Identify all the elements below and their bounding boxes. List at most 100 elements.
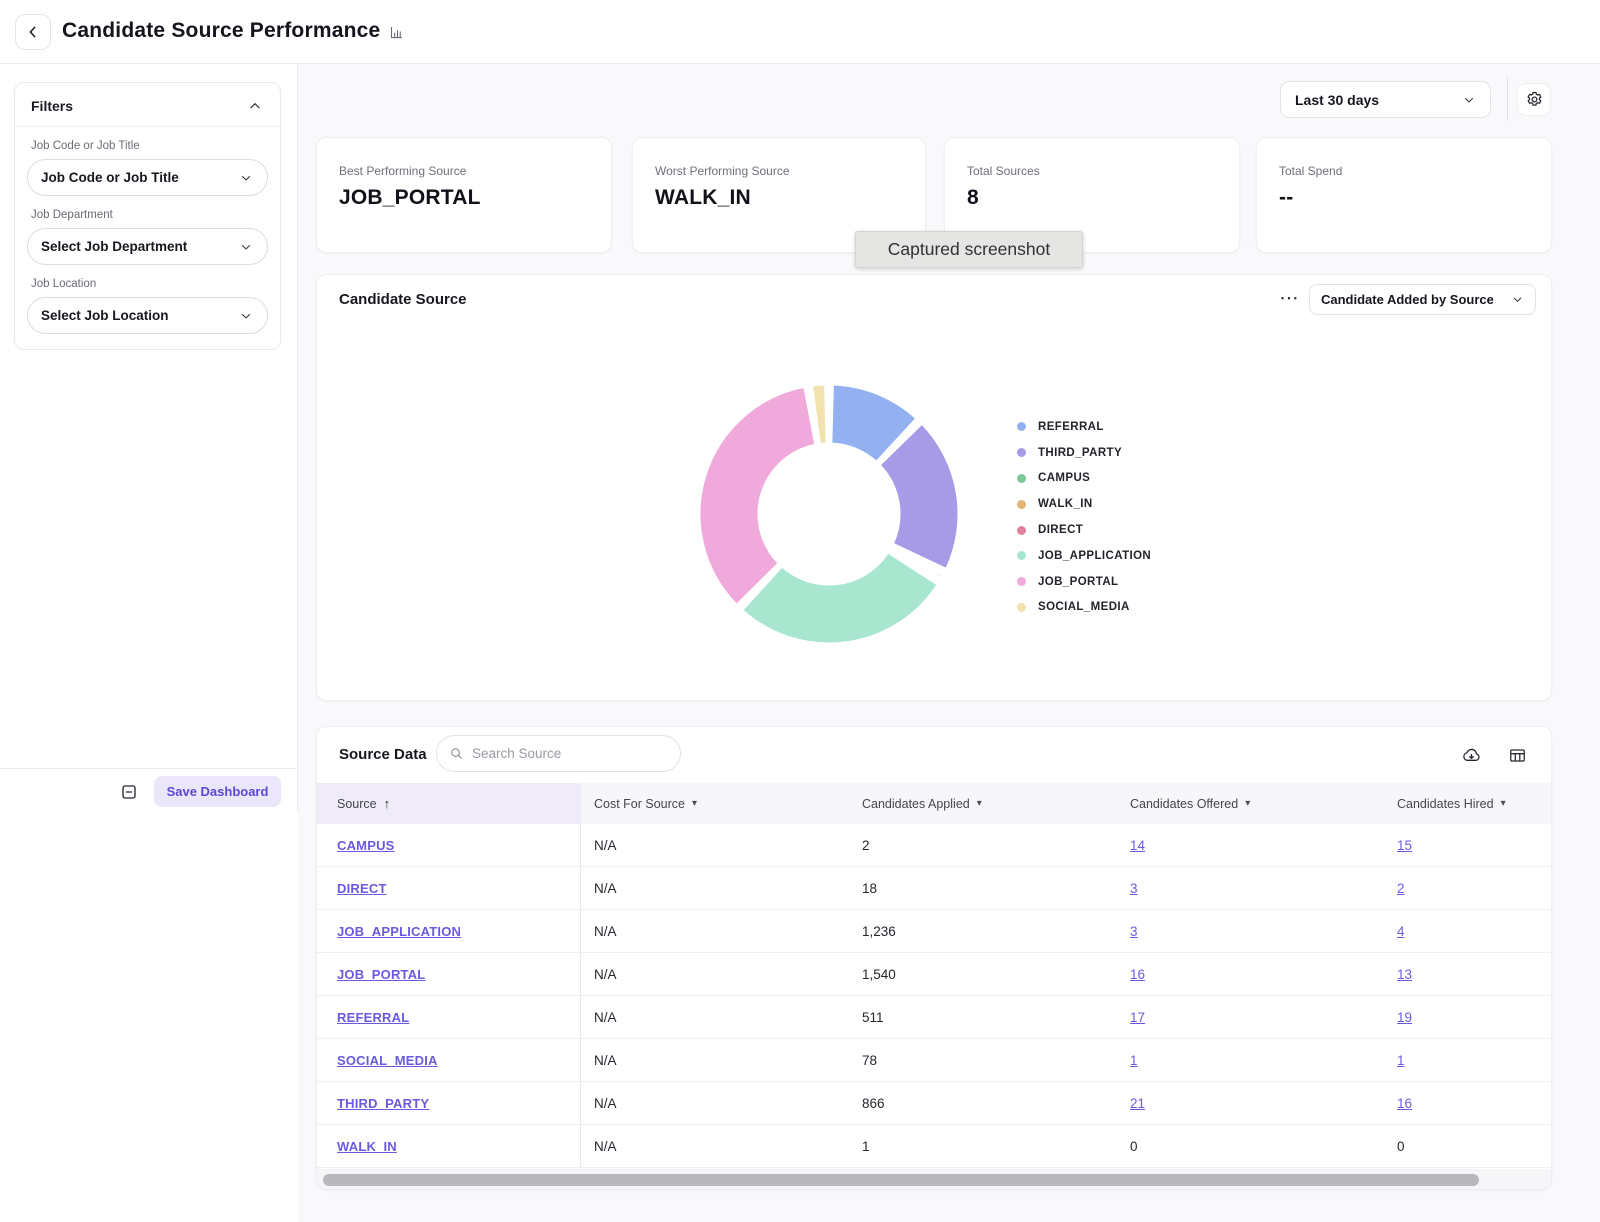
legend-dot xyxy=(1017,474,1026,483)
page-title: Candidate Source Performance xyxy=(62,19,404,43)
cost-cell: N/A xyxy=(594,1139,617,1154)
offered-link[interactable]: 1 xyxy=(1130,1053,1138,1068)
legend-label: WALK_IN xyxy=(1038,498,1093,510)
hired-link: 0 xyxy=(1397,1139,1405,1154)
export-button[interactable] xyxy=(1459,743,1483,767)
topbar-divider xyxy=(1507,77,1508,121)
chevron-up-icon[interactable] xyxy=(248,99,262,113)
job-code-select-value: Job Code or Job Title xyxy=(41,170,179,185)
legend-item-direct[interactable]: DIRECT xyxy=(1017,517,1151,543)
offered-link[interactable]: 3 xyxy=(1130,924,1138,939)
offered-link[interactable]: 14 xyxy=(1130,838,1145,853)
cost-cell: N/A xyxy=(594,967,617,982)
hired-link[interactable]: 1 xyxy=(1397,1053,1405,1068)
chart-metric-select[interactable]: Candidate Added by Source xyxy=(1309,284,1536,315)
chevron-down-icon xyxy=(239,240,253,254)
legend-item-social_media[interactable]: SOCIAL_MEDIA xyxy=(1017,595,1151,621)
column-header-cost[interactable]: Cost For Source ▾ xyxy=(581,783,849,824)
horizontal-scrollbar-track[interactable] xyxy=(317,1169,1552,1190)
more-menu-button[interactable]: ⋯ xyxy=(1277,287,1301,311)
legend-item-third_party[interactable]: THIRD_PARTY xyxy=(1017,440,1151,466)
app-header: Candidate Source Performance xyxy=(0,0,1600,64)
filters-sidebar: Filters Job Code or Job Title Job Code o… xyxy=(0,64,298,812)
applied-cell: 1 xyxy=(862,1139,870,1154)
source-link[interactable]: CAMPUS xyxy=(337,838,395,853)
legend-item-referral[interactable]: REFERRAL xyxy=(1017,414,1151,440)
table-view-button[interactable] xyxy=(1505,743,1529,767)
legend-item-job_portal[interactable]: JOB_PORTAL xyxy=(1017,569,1151,595)
cost-cell: N/A xyxy=(594,1010,617,1025)
source-link[interactable]: DIRECT xyxy=(337,881,387,896)
table-row-job_portal: JOB_PORTAL N/A 1,540 16 13 xyxy=(317,953,1552,996)
job-location-select[interactable]: Select Job Location xyxy=(27,297,268,334)
minus-square-icon xyxy=(120,783,138,801)
filters-panel: Filters Job Code or Job Title Job Code o… xyxy=(14,82,281,350)
legend-item-campus[interactable]: CAMPUS xyxy=(1017,466,1151,492)
legend-label: CAMPUS xyxy=(1038,472,1090,484)
job-code-label: Job Code or Job Title xyxy=(31,140,264,152)
source-link[interactable]: WALK_IN xyxy=(337,1139,397,1154)
legend-label: DIRECT xyxy=(1038,524,1083,536)
offered-link[interactable]: 16 xyxy=(1130,967,1145,982)
legend-label: REFERRAL xyxy=(1038,421,1104,433)
source-link[interactable]: JOB_PORTAL xyxy=(337,967,425,982)
horizontal-scrollbar-thumb[interactable] xyxy=(323,1174,1479,1186)
hired-link[interactable]: 19 xyxy=(1397,1010,1412,1025)
table-title: Source Data xyxy=(339,746,427,763)
legend-item-job_application[interactable]: JOB_APPLICATION xyxy=(1017,543,1151,569)
chevron-down-icon xyxy=(239,171,253,185)
chart-card-title: Candidate Source xyxy=(339,291,467,308)
applied-cell: 1,540 xyxy=(862,967,896,982)
cost-cell: N/A xyxy=(594,924,617,939)
captured-screenshot-toast: Captured screenshot xyxy=(855,231,1083,268)
table-row-referral: REFERRALN/A5111719 xyxy=(317,996,1552,1039)
job-department-select-value: Select Job Department xyxy=(41,239,187,254)
save-dashboard-button[interactable]: Save Dashboard xyxy=(154,776,281,807)
candidate-source-donut-chart xyxy=(669,354,989,674)
column-header-applied[interactable]: Candidates Applied ▾ xyxy=(849,783,1117,824)
legend-dot xyxy=(1017,603,1026,612)
settings-button[interactable] xyxy=(1517,83,1551,116)
cloud-download-icon xyxy=(1461,745,1482,766)
donut-slice-job_portal[interactable] xyxy=(699,386,816,605)
gear-icon xyxy=(1525,90,1544,109)
job-department-select[interactable]: Select Job Department xyxy=(27,228,268,265)
hired-link[interactable]: 16 xyxy=(1397,1096,1412,1111)
column-header-hired[interactable]: Candidates Hired ▾ xyxy=(1384,783,1552,824)
offered-link[interactable]: 17 xyxy=(1130,1010,1145,1025)
kpi-value: -- xyxy=(1279,186,1551,210)
hired-link[interactable]: 13 xyxy=(1397,967,1412,982)
table-row-walk_in: WALK_INN/A100 xyxy=(317,1125,1552,1168)
column-header-offered[interactable]: Candidates Offered ▾ xyxy=(1117,783,1384,824)
search-source-input[interactable] xyxy=(472,746,652,761)
search-icon xyxy=(449,746,464,761)
table-grid-icon xyxy=(1508,746,1527,765)
chevron-down-icon xyxy=(239,309,253,323)
back-button[interactable] xyxy=(15,14,51,50)
source-link[interactable]: JOB_APPLICATION xyxy=(337,924,461,939)
collapse-sidebar-button[interactable] xyxy=(119,782,138,801)
search-source-box xyxy=(436,735,681,772)
legend-dot xyxy=(1017,500,1026,509)
job-code-select[interactable]: Job Code or Job Title xyxy=(27,159,268,196)
chevron-left-icon xyxy=(25,24,41,40)
source-link[interactable]: SOCIAL_MEDIA xyxy=(337,1053,438,1068)
source-link[interactable]: THIRD_PARTY xyxy=(337,1096,429,1111)
sidebar-footer: Save Dashboard xyxy=(0,768,297,812)
source-link[interactable]: REFERRAL xyxy=(337,1010,409,1025)
legend-item-walk_in[interactable]: WALK_IN xyxy=(1017,491,1151,517)
applied-cell: 78 xyxy=(862,1053,877,1068)
hired-link[interactable]: 15 xyxy=(1397,838,1412,853)
offered-link[interactable]: 21 xyxy=(1130,1096,1145,1111)
date-range-select[interactable]: Last 30 days xyxy=(1280,81,1491,118)
kpi-value: JOB_PORTAL xyxy=(339,186,611,210)
hired-link[interactable]: 4 xyxy=(1397,924,1405,939)
offered-link[interactable]: 3 xyxy=(1130,881,1138,896)
kpi-label: Total Sources xyxy=(967,164,1239,178)
cost-cell: N/A xyxy=(594,1053,617,1068)
column-header-source[interactable]: Source ↑ xyxy=(317,783,581,824)
table-row-direct: DIRECTN/A1832 xyxy=(317,867,1552,910)
applied-cell: 2 xyxy=(862,838,870,853)
hired-link[interactable]: 2 xyxy=(1397,881,1405,896)
table-header-row: Source ↑ Cost For Source ▾ Candidates Ap… xyxy=(317,783,1552,824)
